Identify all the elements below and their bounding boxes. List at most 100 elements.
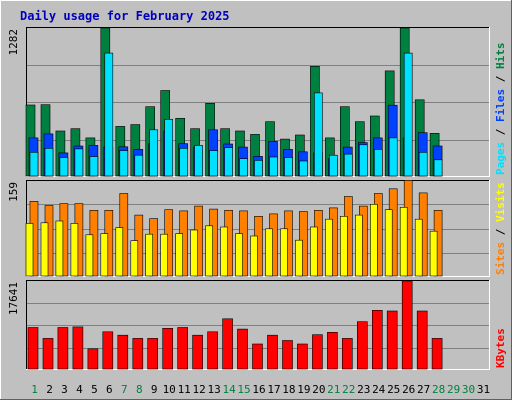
x-tick-day-26: 26 — [402, 383, 415, 396]
bar-sites-day-24 — [369, 204, 378, 277]
bar-kbytes-day-13 — [207, 331, 218, 370]
bar-kbytes-day-22 — [341, 338, 353, 370]
bar-kbytes-day-2 — [42, 338, 54, 370]
y-max-label: 1282 — [7, 29, 20, 56]
x-tick-day-20: 20 — [312, 383, 325, 396]
bar-pages-day-24 — [373, 149, 383, 177]
x-tick-day-17: 17 — [267, 383, 280, 396]
bar-kbytes-day-21 — [327, 331, 338, 370]
x-tick-day-30: 30 — [462, 383, 475, 396]
bar-kbytes-day-12 — [192, 334, 203, 370]
bar-pages-day-13 — [209, 150, 218, 177]
bar-sites-day-20 — [310, 226, 318, 277]
chart-panels: 1282 Pages / Files / Hits 159 Sites / Visit… — [7, 27, 507, 370]
bar-kbytes-day-17 — [267, 334, 278, 370]
x-tick-day-8: 8 — [136, 383, 143, 396]
bar-kbytes-day-20 — [312, 334, 323, 370]
bar-pages-day-27 — [418, 152, 428, 177]
bar-kbytes-day-9 — [147, 338, 158, 370]
bar-kbytes-day-18 — [282, 340, 293, 370]
bar-sites-day-23 — [354, 214, 363, 277]
legend-part: / — [494, 69, 507, 89]
bar-sites-day-4 — [70, 223, 79, 277]
x-tick-day-12: 12 — [192, 383, 205, 396]
legend-part: KBytes — [494, 328, 507, 368]
x-tick-day-5: 5 — [91, 383, 98, 396]
x-tick-day-16: 16 — [252, 383, 265, 396]
x-tick-day-15: 15 — [237, 383, 250, 396]
bar-kbytes-day-11 — [177, 327, 188, 370]
x-tick-day-4: 4 — [76, 383, 83, 396]
bar-sites-day-21 — [325, 218, 333, 277]
bar-sites-day-8 — [130, 240, 139, 277]
bar-kbytes-day-16 — [252, 343, 263, 370]
panel-kbytes: 17641 KBytes — [7, 280, 507, 370]
legend-part: Hits — [494, 43, 507, 70]
bar-kbytes-day-4 — [72, 326, 84, 370]
panel-hits-files-pages: 1282 Pages / Files / Hits — [7, 27, 507, 177]
bar-sites-day-14 — [220, 226, 228, 277]
bar-sites-day-18 — [280, 228, 288, 277]
bar-kbytes-day-26 — [401, 280, 413, 370]
bar-kbytes-day-14 — [222, 318, 233, 370]
x-axis-day-labels: 1 2 3 4 5 6 7 8 9 10 11 12 13 14 15 16 17 18 19 20 21 22 23 24 2… — [31, 383, 490, 396]
x-tick-day-7: 7 — [121, 383, 128, 396]
bar-kbytes-day-3 — [57, 327, 69, 370]
bar-sites-day-26 — [399, 207, 408, 277]
bar-pages-day-26 — [403, 52, 413, 177]
x-tick-day-31: 31 — [477, 383, 490, 396]
x-tick-day-29: 29 — [447, 383, 460, 396]
x-tick-day-24: 24 — [372, 383, 386, 396]
legend-part: / — [494, 222, 507, 242]
x-tick-day-11: 11 — [178, 383, 191, 396]
bar-kbytes-day-25 — [386, 310, 398, 370]
bar-kbytes-day-10 — [162, 327, 173, 370]
x-tick-day-3: 3 — [61, 383, 68, 396]
bar-pages-day-12 — [194, 145, 203, 177]
bar-pages-day-10 — [164, 119, 173, 177]
legend-part: Sites — [494, 242, 507, 275]
bar-sites-day-1 — [25, 223, 34, 277]
bar-sites-day-17 — [265, 228, 273, 277]
x-tick-day-1: 1 — [31, 383, 38, 396]
bar-pages-day-5 — [89, 156, 99, 177]
bar-sites-day-12 — [190, 229, 198, 277]
x-tick-day-6: 6 — [106, 383, 113, 396]
chart-title: Daily usage for February 2025 — [20, 9, 230, 23]
bar-kbytes-day-27 — [416, 310, 428, 370]
x-tick-day-28: 28 — [432, 383, 445, 396]
bar-pages-day-19 — [299, 160, 308, 177]
bar-sites-day-25 — [384, 209, 393, 277]
x-tick-day-27: 27 — [417, 383, 430, 396]
legend-part: Files — [494, 89, 507, 122]
bar-kbytes-day-23 — [356, 321, 368, 370]
x-tick-day-14: 14 — [222, 383, 236, 396]
x-tick-day-13: 13 — [207, 383, 220, 396]
bar-pages-day-2 — [44, 148, 54, 177]
bar-pages-day-22 — [343, 153, 353, 177]
bar-pages-day-17 — [269, 156, 278, 177]
y-axis-series-label: KBytes — [494, 328, 507, 368]
bar-sites-day-11 — [175, 233, 183, 277]
bar-pages-day-20 — [314, 92, 323, 177]
panel-visits-sites: 159 Sites / Visits — [7, 180, 507, 277]
bar-kbytes-day-1 — [27, 327, 39, 370]
bar-sites-day-10 — [160, 233, 168, 277]
x-tick-day-21: 21 — [327, 383, 340, 396]
bar-kbytes-day-24 — [371, 309, 383, 370]
bar-pages-day-28 — [433, 159, 443, 177]
x-tick-day-9: 9 — [151, 383, 158, 396]
bar-pages-day-23 — [358, 144, 368, 177]
bar-kbytes-day-19 — [297, 343, 308, 370]
bar-pages-day-4 — [74, 148, 84, 177]
bar-sites-day-6 — [100, 233, 109, 277]
bar-sites-day-9 — [145, 233, 153, 277]
bar-pages-day-7 — [119, 150, 129, 177]
legend-part: Pages — [494, 142, 507, 175]
bar-kbytes-day-28 — [431, 338, 443, 370]
bar-pages-day-3 — [59, 157, 69, 177]
x-tick-day-10: 10 — [163, 383, 176, 396]
bar-sites-day-3 — [55, 220, 64, 277]
bar-pages-day-18 — [284, 157, 293, 177]
